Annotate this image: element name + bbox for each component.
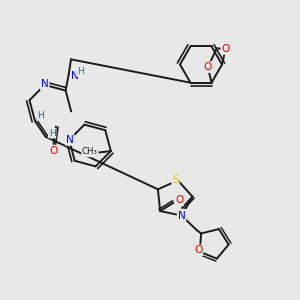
Text: O: O [204, 62, 212, 72]
Text: N: N [71, 71, 79, 81]
Text: O: O [221, 44, 230, 54]
Text: H: H [77, 67, 84, 76]
Text: N: N [41, 80, 49, 89]
Text: O: O [175, 195, 183, 205]
Text: CH₃: CH₃ [82, 148, 98, 157]
Text: N: N [66, 135, 74, 145]
Text: S: S [179, 210, 185, 220]
Text: H: H [37, 111, 44, 120]
Text: O: O [194, 245, 202, 255]
Text: H: H [49, 129, 56, 138]
Text: N: N [178, 211, 185, 220]
Text: S: S [172, 176, 179, 185]
Text: O: O [50, 146, 58, 156]
